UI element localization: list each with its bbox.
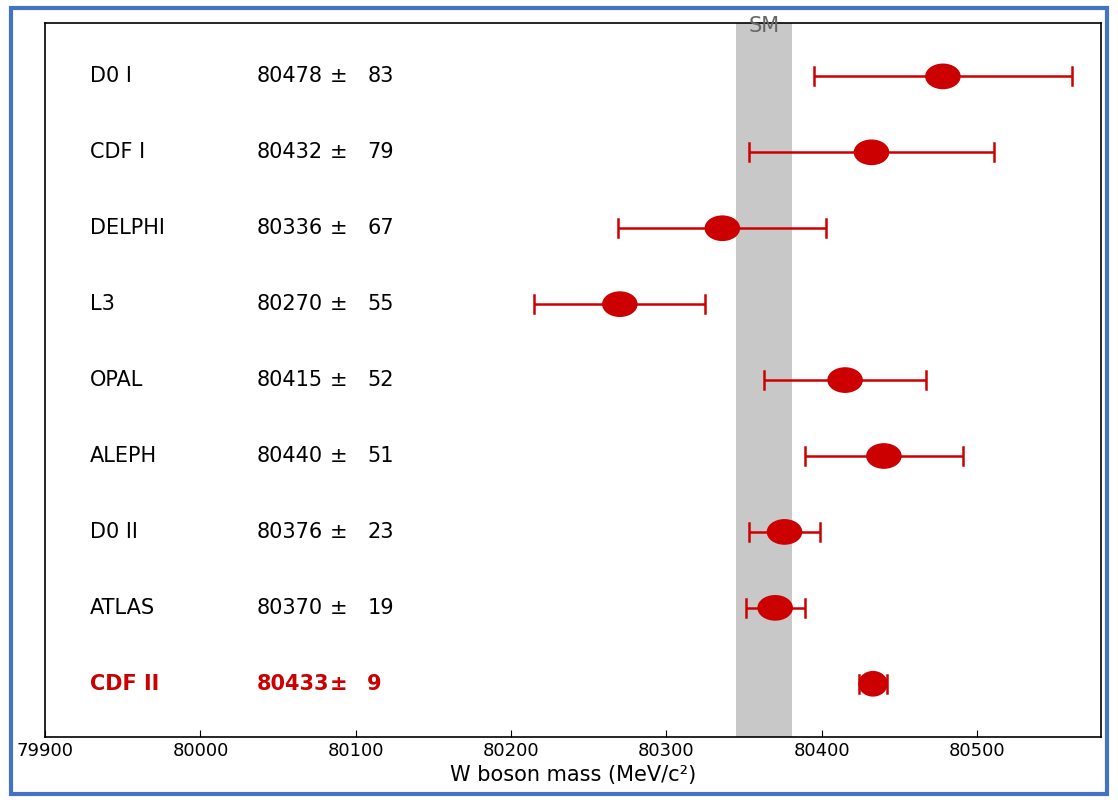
Text: ALEPH: ALEPH xyxy=(89,446,157,466)
Text: ±: ± xyxy=(330,67,348,87)
Text: D0 I: D0 I xyxy=(89,67,132,87)
Text: ATLAS: ATLAS xyxy=(89,597,154,618)
Text: ±: ± xyxy=(330,446,348,466)
Ellipse shape xyxy=(603,292,637,316)
Text: ±: ± xyxy=(330,522,348,542)
Text: 9: 9 xyxy=(368,674,382,694)
Ellipse shape xyxy=(758,596,793,620)
Text: ±: ± xyxy=(330,674,348,694)
Text: 80432: 80432 xyxy=(256,142,322,162)
Text: 80433: 80433 xyxy=(256,674,329,694)
Text: ±: ± xyxy=(330,294,348,314)
Text: 52: 52 xyxy=(368,370,394,390)
Text: 67: 67 xyxy=(368,218,394,238)
Text: ±: ± xyxy=(330,597,348,618)
Text: ±: ± xyxy=(330,370,348,390)
Text: CDF I: CDF I xyxy=(89,142,144,162)
Text: OPAL: OPAL xyxy=(89,370,143,390)
Ellipse shape xyxy=(859,671,887,696)
Ellipse shape xyxy=(705,216,739,241)
Text: 80376: 80376 xyxy=(256,522,323,542)
Text: 55: 55 xyxy=(368,294,394,314)
Text: 80336: 80336 xyxy=(256,218,323,238)
Text: 83: 83 xyxy=(368,67,394,87)
Text: DELPHI: DELPHI xyxy=(89,218,164,238)
Text: 80370: 80370 xyxy=(256,597,322,618)
X-axis label: W boson mass (MeV/c²): W boson mass (MeV/c²) xyxy=(451,765,697,785)
Text: 80415: 80415 xyxy=(256,370,322,390)
Ellipse shape xyxy=(926,64,960,88)
Text: D0 II: D0 II xyxy=(89,522,138,542)
Text: 79: 79 xyxy=(368,142,394,162)
Ellipse shape xyxy=(828,368,862,392)
Text: CDF II: CDF II xyxy=(89,674,159,694)
Text: ±: ± xyxy=(330,218,348,238)
Bar xyxy=(737,23,793,737)
Text: 80440: 80440 xyxy=(256,446,322,466)
Text: 51: 51 xyxy=(368,446,394,466)
Text: SM: SM xyxy=(749,16,780,35)
Text: 19: 19 xyxy=(368,597,394,618)
Ellipse shape xyxy=(854,140,889,164)
Text: 80270: 80270 xyxy=(256,294,322,314)
Text: 23: 23 xyxy=(368,522,394,542)
Ellipse shape xyxy=(767,520,802,544)
Text: 80478: 80478 xyxy=(256,67,322,87)
Text: L3: L3 xyxy=(89,294,114,314)
Ellipse shape xyxy=(866,444,901,468)
Text: ±: ± xyxy=(330,142,348,162)
